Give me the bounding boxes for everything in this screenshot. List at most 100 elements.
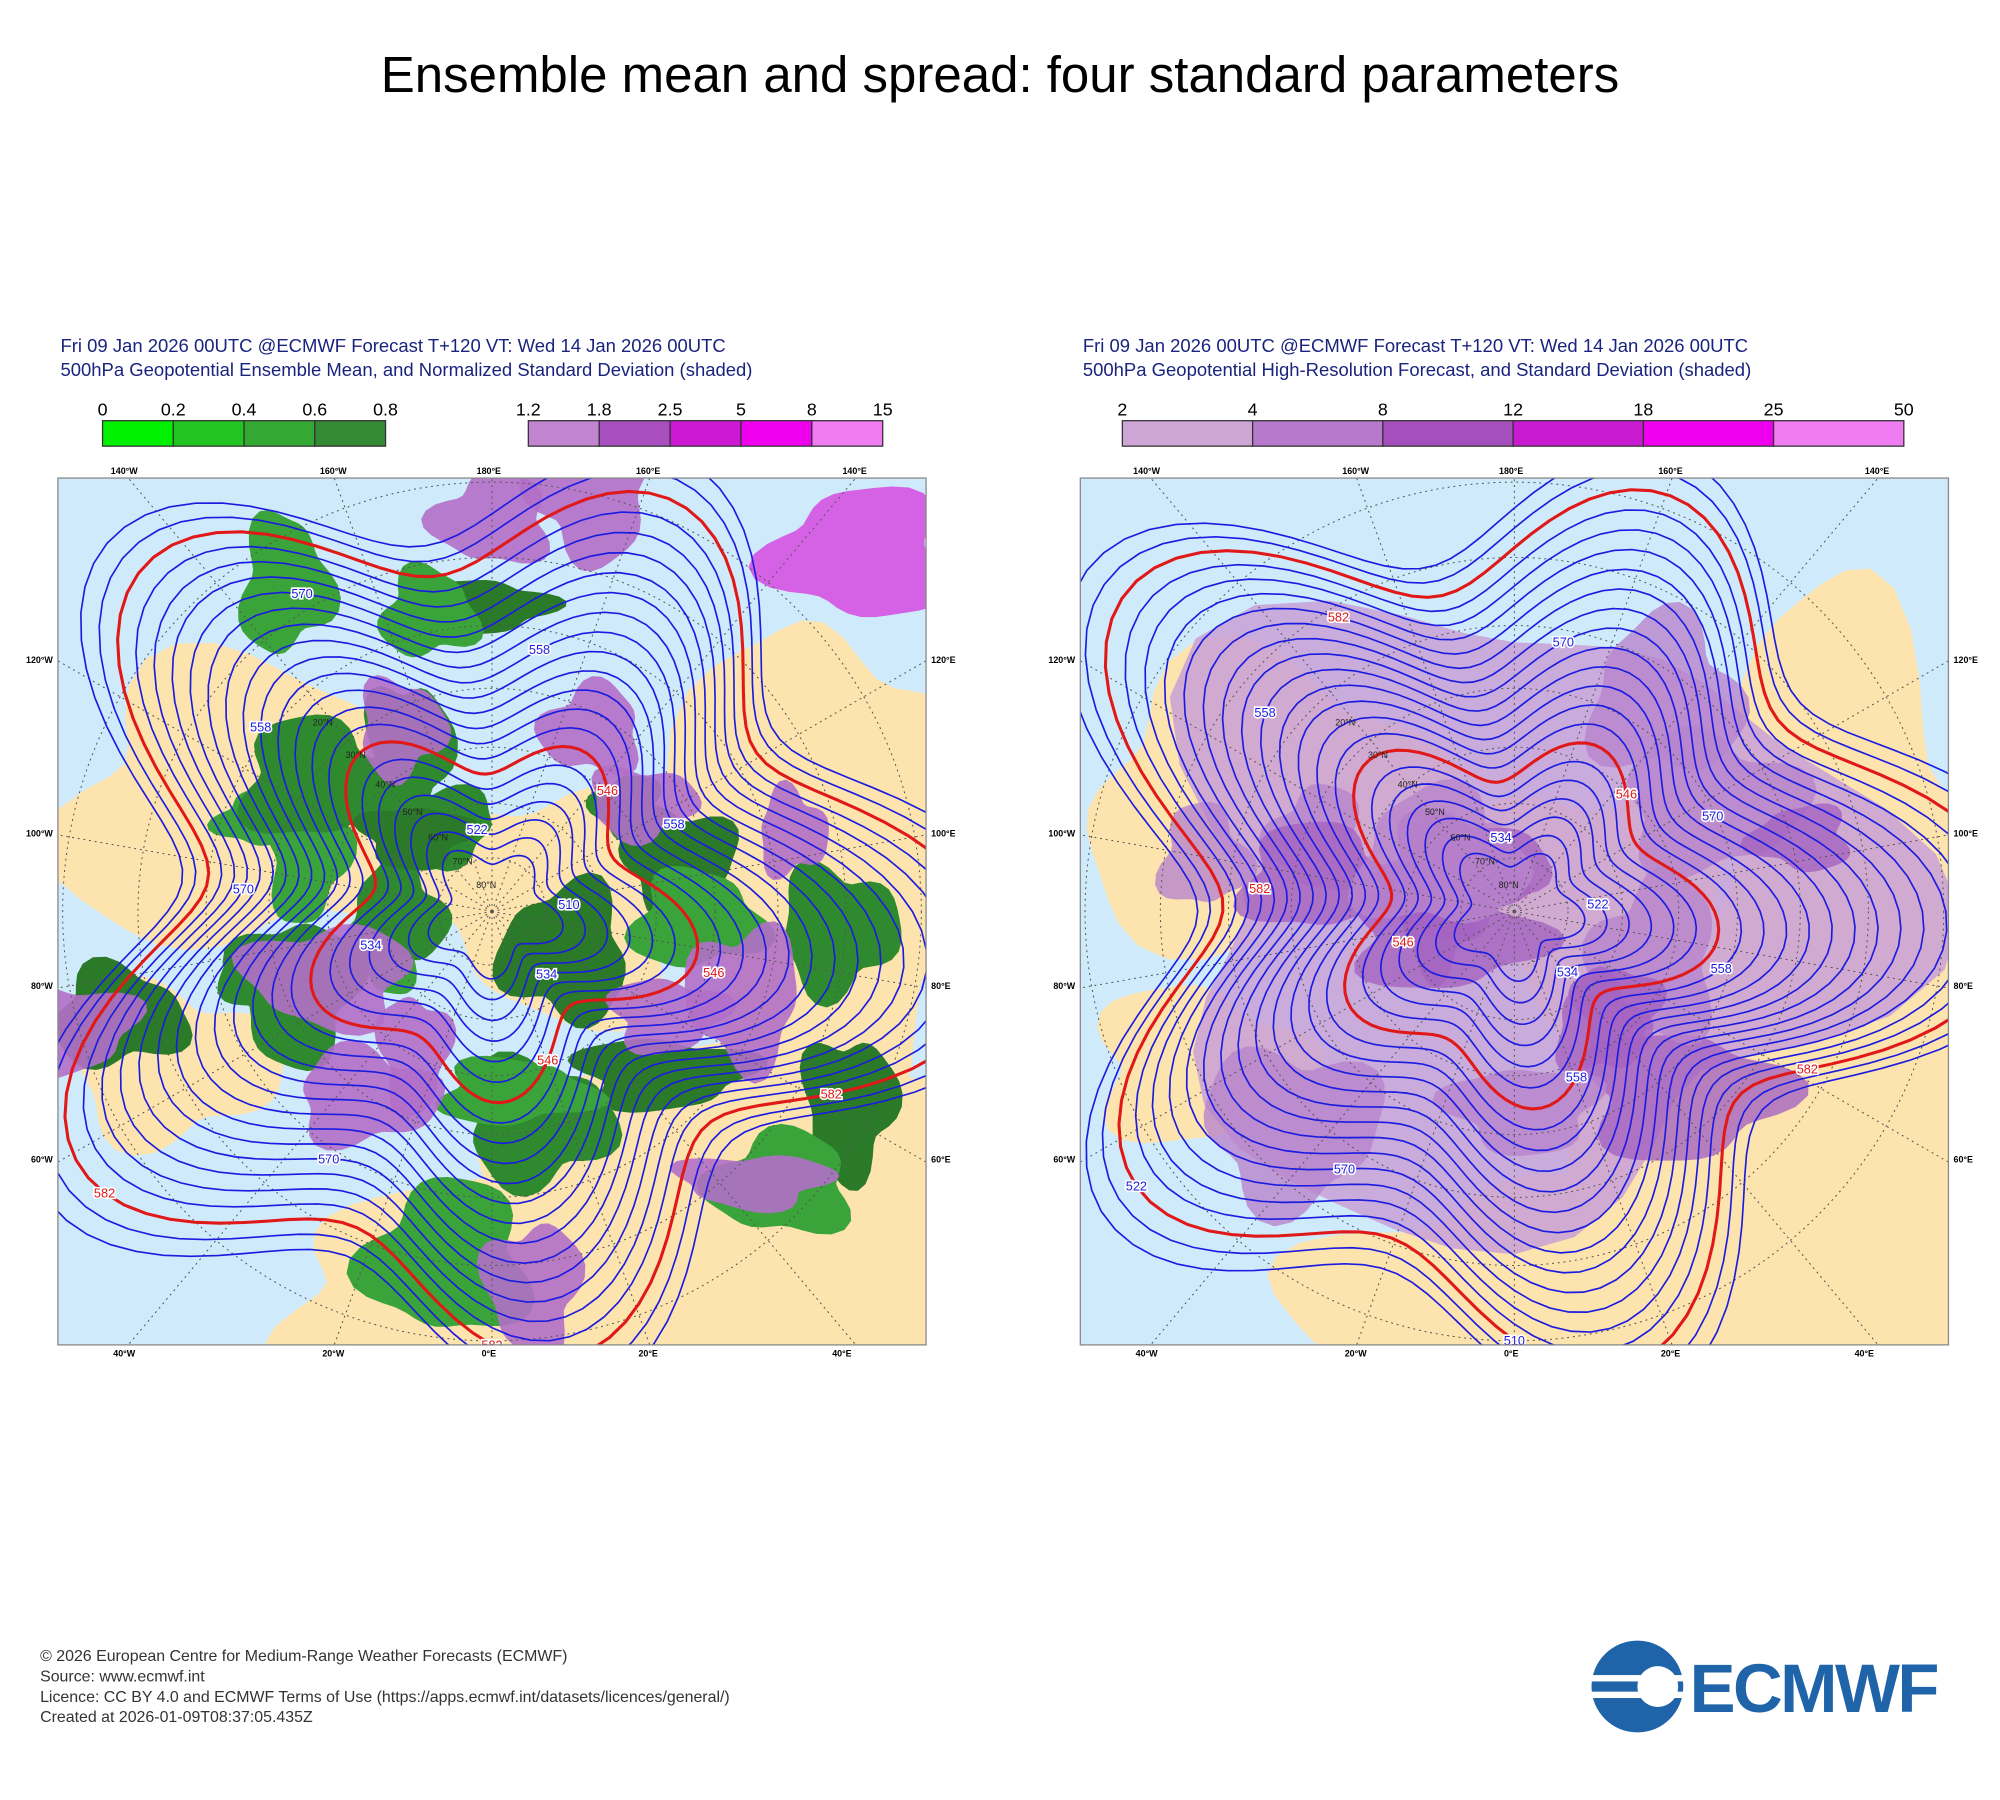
shading-green <box>536 909 624 1002</box>
colorbar-segment <box>1382 420 1514 447</box>
contour-line <box>1343 741 1721 1111</box>
latitude-label: 60°N <box>428 832 448 842</box>
colorbar-tick-label: 0.2 <box>161 400 186 420</box>
latitude-label: 70°N <box>453 857 473 867</box>
contour-line <box>1361 760 1698 1089</box>
colorbar-segment <box>1642 420 1775 447</box>
shading-purple <box>519 478 645 572</box>
contour-line <box>309 740 700 1105</box>
colorbar-segment <box>101 420 174 447</box>
longitude-label: 80°E <box>1954 981 1973 991</box>
contour-line <box>194 631 836 1225</box>
latitude-label: 80°N <box>476 880 496 890</box>
contour-line <box>138 571 905 1284</box>
colorbar-tick-label: 18 <box>1633 400 1653 420</box>
longitude-label: 180°E <box>1499 466 1523 476</box>
longitude-label: 40°W <box>113 1348 135 1358</box>
latitude-circle <box>437 857 547 966</box>
colorbar-segment <box>811 420 884 447</box>
longitude-label: 80°W <box>31 981 53 991</box>
contour-line <box>1084 478 1949 1345</box>
longitude-label: 120°W <box>26 655 53 665</box>
colorbar-tick-label: 4 <box>1248 400 1258 420</box>
contour-line <box>1202 588 1902 1274</box>
contour-line <box>233 670 790 1185</box>
contour-label: 522 <box>1126 1179 1147 1194</box>
longitude-label: 0°E <box>1504 1348 1519 1358</box>
longitude-label: 20°E <box>638 1348 657 1358</box>
colorbar-segment <box>1251 420 1384 447</box>
latitude-label: 60°N <box>1451 832 1471 842</box>
shading-purple <box>761 779 829 880</box>
contour-line <box>63 489 927 1345</box>
shading-purple <box>1347 778 1534 924</box>
longitude-label: 140°W <box>111 466 138 476</box>
contour-line <box>1325 723 1743 1131</box>
contour-label: 534 <box>360 937 381 952</box>
shading-purple <box>748 486 927 618</box>
latitude-circle <box>383 802 601 1021</box>
colorbar-segment <box>243 420 316 447</box>
latitude-circle <box>62 481 922 1342</box>
footer-line: Created at 2026-01-09T08:37:05.435Z <box>40 1709 313 1726</box>
longitude-label: 160°E <box>1658 466 1682 476</box>
colorbar-tick-label: 25 <box>1764 400 1784 420</box>
shading-purple <box>303 1040 446 1151</box>
contour-label: 582 <box>1249 881 1270 896</box>
panel-header: 500hPa Geopotential High-Resolution Fore… <box>1083 359 1751 380</box>
longitude-label: 40°W <box>1136 1348 1158 1358</box>
contour-line <box>213 650 813 1205</box>
contour-line <box>427 849 564 980</box>
contour-line <box>368 794 631 1042</box>
longitude-label: 20°W <box>322 1348 344 1358</box>
shading-purple <box>1555 966 1654 1074</box>
longitude-label: 120°W <box>1048 655 1075 665</box>
longitude-label: 120°E <box>1954 655 1978 665</box>
panel-header: 500hPa Geopotential Ensemble Mean, and N… <box>60 359 752 380</box>
logo-stripe <box>1591 1691 1686 1699</box>
contour-label: 534 <box>1490 830 1511 845</box>
contour-label: 570 <box>1553 634 1574 649</box>
map-frame <box>57 477 927 1346</box>
contour-label: 582 <box>821 1086 842 1101</box>
shading-green <box>377 561 484 658</box>
contour-line <box>348 776 654 1063</box>
longitude-label: 160°W <box>320 466 347 476</box>
longitude-label: 60°W <box>31 1155 53 1165</box>
contour-line <box>57 478 927 1345</box>
contour-label: 546 <box>703 965 724 980</box>
contour-line <box>1254 646 1833 1214</box>
contour-line <box>1379 779 1675 1068</box>
contour-line <box>1308 704 1765 1152</box>
latitude-label: 40°N <box>375 780 395 790</box>
contour-label: 558 <box>529 642 550 657</box>
contour-label: 546 <box>1616 787 1637 802</box>
map: 582 570 558 546 534 582 570 558 546 534 522 510 582 5… <box>57 478 927 1345</box>
colorbar-tick-label: 5 <box>736 400 746 420</box>
latitude-circle <box>1084 481 1945 1342</box>
longitude-label: 180°E <box>477 466 501 476</box>
contour-line <box>1398 797 1653 1047</box>
contour-line <box>175 611 859 1245</box>
contour-label: 558 <box>250 719 271 734</box>
contour-label: 570 <box>1334 1161 1355 1176</box>
colorbar-segment <box>1121 420 1254 447</box>
contour-line <box>1080 478 1949 1345</box>
colorbar-tick-label: 8 <box>1378 400 1388 420</box>
colorbar-segment <box>314 420 387 447</box>
colorbar-segment <box>598 420 671 447</box>
contour-line <box>1183 568 1925 1294</box>
contour-label: 582 <box>94 1185 115 1200</box>
latitude-circle <box>327 746 657 1077</box>
contour-label: 510 <box>558 897 579 912</box>
map: 582 570 558 546 534 522 582 570 558 546 534 522 510 5… <box>1080 478 1949 1345</box>
contour-label: 522 <box>467 822 488 837</box>
longitude-label: 40°E <box>832 1348 851 1358</box>
latitude-label: 30°N <box>346 750 366 760</box>
contour-label: 570 <box>318 1151 339 1166</box>
contour-line <box>57 478 927 1345</box>
longitude-label: 0°E <box>482 1348 497 1358</box>
colorbar-tick-label: 2.5 <box>658 400 683 420</box>
colorbar-tick-label: 1.8 <box>587 400 612 420</box>
shading-green <box>785 859 902 1008</box>
